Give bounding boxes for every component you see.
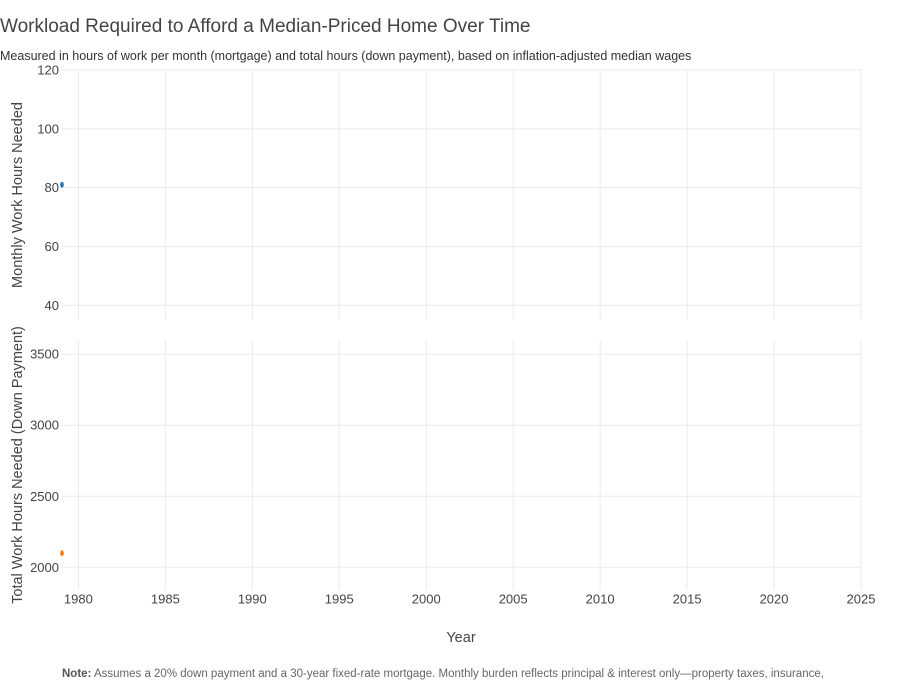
panel-1-y-axis-title: Monthly Work Hours Needed	[10, 102, 26, 288]
footnote-label: Note:	[62, 668, 92, 680]
panel-2-x-tick-label: 2005	[499, 592, 528, 607]
panel-2-x-tick-label: 2000	[412, 592, 441, 607]
footnote-text: Assumes a 20% down payment and a 30-year…	[91, 668, 824, 680]
panel-2-x-tick-label: 1980	[64, 592, 93, 607]
panel-1-y-tick-label: 40	[45, 298, 59, 313]
panel-2-x-tick-label: 2010	[586, 592, 615, 607]
panel-1-data-point	[60, 181, 64, 188]
x-axis-title: Year	[446, 630, 475, 646]
panel-2-x-tick-label: 2020	[760, 592, 789, 607]
panel-1-y-tick-label: 60	[45, 239, 59, 254]
chart-title: Workload Required to Afford a Median-Pri…	[0, 16, 531, 37]
panel-2-y-axis-title: Total Work Hours Needed (Down Payment)	[10, 326, 26, 604]
panel-2-x-tick-label: 2025	[847, 592, 876, 607]
panel-2-x-tick-label: 2015	[673, 592, 702, 607]
panel-1-y-tick-label: 80	[45, 180, 59, 195]
panel-2-x-tick-label: 1990	[238, 592, 267, 607]
panel-2-y-tick-label: 3500	[30, 347, 59, 362]
panel-1-y-tick-label: 100	[37, 121, 59, 136]
panel-2-data-point	[60, 550, 64, 557]
panel-2-y-tick-label: 3000	[30, 418, 59, 433]
footnote: Note: Assumes a 20% down payment and a 3…	[62, 668, 824, 680]
chart-subtitle: Measured in hours of work per month (mor…	[0, 49, 692, 63]
panel-2-x-tick-label: 1995	[325, 592, 354, 607]
panel-2-y-tick-label: 2000	[30, 560, 59, 575]
panel-1-y-tick-label: 120	[37, 63, 59, 78]
panel-2-y-tick-label: 2500	[30, 489, 59, 504]
panel-2-x-tick-label: 1985	[151, 592, 180, 607]
